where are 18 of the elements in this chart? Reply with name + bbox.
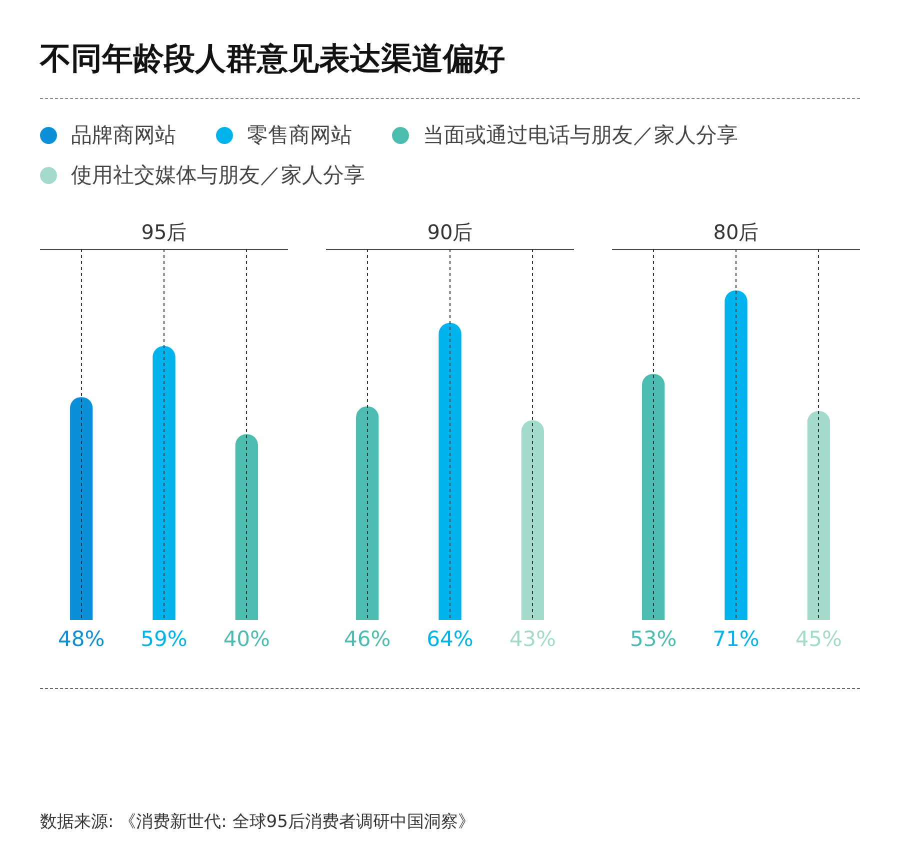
data-label: 45%	[795, 626, 842, 651]
category-label: 零售商网站	[247, 122, 352, 149]
data-label: 43%	[509, 626, 556, 651]
data-label: 64%	[426, 626, 474, 651]
category-label: 当面或通过电话与朋友／家人分享	[423, 122, 738, 149]
text: 不同年龄段人群意见表达渠道偏好	[40, 38, 860, 99]
category-label: 使用社交媒体与朋友／家人分享	[71, 162, 365, 189]
data-label: 59%	[140, 626, 188, 651]
chart-title: 90后	[426, 219, 474, 246]
data-label: 53%	[630, 626, 677, 651]
source-note: 数据来源: 《消费新世代: 全球95后消费者调研中国洞察》	[40, 811, 475, 833]
data-label: 48%	[58, 626, 105, 651]
data-label: 46%	[344, 626, 391, 651]
category-label: 品牌商网站	[71, 122, 176, 149]
data-label: 40%	[223, 626, 270, 651]
chart-title: 95后	[140, 219, 188, 246]
chart-title: 80后	[712, 219, 760, 246]
data-label: 71%	[712, 626, 760, 651]
